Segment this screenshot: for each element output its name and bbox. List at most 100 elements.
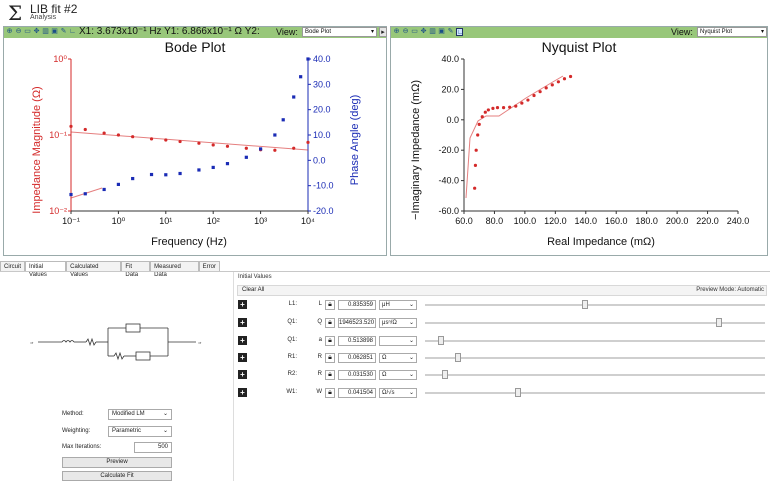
bode-x-label: Frequency (Hz) xyxy=(151,236,227,248)
slider-thumb[interactable] xyxy=(455,353,462,362)
param-value-input[interactable]: 0.041504 xyxy=(338,388,376,398)
param-slider[interactable] xyxy=(425,388,765,397)
x-tick-label: 10⁰ xyxy=(112,216,126,226)
param-value-input[interactable]: 0.031530 xyxy=(338,370,376,380)
param-slider[interactable] xyxy=(425,370,765,379)
phase-point xyxy=(102,187,106,192)
y-right-tick-label: 0.0 xyxy=(313,155,326,165)
method-select[interactable]: Modified LM ⌄ xyxy=(108,409,172,420)
nyquist-point xyxy=(480,115,484,119)
zoom-in-icon[interactable]: ⊕ xyxy=(393,28,400,35)
param-value-input[interactable]: 0.062851 xyxy=(338,353,376,363)
expand-param-button[interactable]: + xyxy=(238,353,247,362)
lock-icon[interactable]: 🔒︎ xyxy=(325,300,335,310)
expand-param-button[interactable]: + xyxy=(238,370,247,379)
x-tick-label: 240.0 xyxy=(727,216,750,226)
nyquist-point xyxy=(477,122,481,126)
magnitude-point xyxy=(149,137,154,141)
slider-thumb[interactable] xyxy=(438,336,445,345)
param-unit-select[interactable]: μsⁿ/Ω ⌄ xyxy=(379,318,417,328)
param-unit-select[interactable]: ⌄ xyxy=(379,336,417,346)
chevron-down-icon: ⌄ xyxy=(408,390,414,396)
param-unit-select[interactable]: Ω ⌄ xyxy=(379,370,417,380)
pan-icon[interactable]: ✥ xyxy=(33,28,40,35)
slider-thumb[interactable] xyxy=(441,370,448,379)
x-tick-label: 220.0 xyxy=(696,216,719,226)
chevron-down-icon: ▾ xyxy=(760,29,764,35)
tab-initial-values[interactable]: Initial Values xyxy=(25,261,67,278)
tab-calculated-values[interactable]: Calculated Values xyxy=(66,261,122,278)
slider-thumb[interactable] xyxy=(581,300,588,309)
export-icon[interactable]: ▣ xyxy=(438,28,445,35)
phase-point xyxy=(281,118,285,122)
param-unit-select[interactable]: Ω ⌄ xyxy=(379,353,417,363)
lock-icon[interactable]: 🔒︎ xyxy=(325,370,335,380)
annotate-icon[interactable]: ✎ xyxy=(60,28,67,35)
y-right-tick-label: 20.0 xyxy=(313,105,331,115)
export-icon[interactable]: ▣ xyxy=(51,28,58,35)
zoom-box-icon[interactable]: ▭ xyxy=(24,28,31,35)
param-slider[interactable] xyxy=(425,353,765,362)
bode-view-select[interactable]: Bode Plot ▾ xyxy=(302,27,377,37)
phase-point xyxy=(306,57,310,61)
lock-icon[interactable]: 🔒︎ xyxy=(325,388,335,398)
pan-icon[interactable]: ✥ xyxy=(420,28,427,35)
expand-param-button[interactable]: + xyxy=(238,318,247,327)
magnitude-point xyxy=(83,127,87,132)
expand-param-button[interactable]: + xyxy=(238,388,247,397)
zoom-box-icon[interactable]: ▭ xyxy=(411,28,418,35)
phase-point xyxy=(69,192,73,197)
chart-icon[interactable]: ▥ xyxy=(42,28,49,35)
param-value-input[interactable]: 0.513898 xyxy=(338,336,376,346)
nyquist-point xyxy=(473,163,478,167)
zoom-in-icon[interactable]: ⊕ xyxy=(6,28,13,35)
lock-icon[interactable]: 🔒︎ xyxy=(325,353,335,363)
param-value-input[interactable]: 1946523.520 xyxy=(338,318,376,328)
tab-circuit[interactable]: Circuit xyxy=(0,261,26,271)
x-tick-label: 60.0 xyxy=(455,216,473,226)
max-iterations-input[interactable]: 500 xyxy=(134,442,172,453)
param-unit-select[interactable]: μH ⌄ xyxy=(379,300,417,310)
param-slider[interactable] xyxy=(425,336,765,345)
param-unit: Ω/√s xyxy=(382,390,395,396)
slider-thumb[interactable] xyxy=(515,388,522,397)
preview-button[interactable]: Preview xyxy=(62,457,172,468)
magnitude-point xyxy=(178,139,182,144)
slider-thumb[interactable] xyxy=(715,318,722,327)
param-value-input[interactable]: 0.835359 xyxy=(338,300,376,310)
zoom-out-icon[interactable]: ⊖ xyxy=(15,28,22,35)
toolbar-overflow-icon[interactable]: ▸ xyxy=(379,27,387,37)
magnitude-fit-line xyxy=(70,131,309,151)
param-name: W1: xyxy=(286,389,297,395)
max-iterations-label: Max Iterations: xyxy=(62,444,102,450)
tab-measured-data[interactable]: Measured Data xyxy=(150,261,199,278)
x-tick-label: 10² xyxy=(207,216,220,226)
nyquist-point xyxy=(556,80,560,84)
weighting-select[interactable]: Parametric ⌄ xyxy=(108,426,172,437)
chevron-down-icon: ▾ xyxy=(370,29,374,35)
param-unit-select[interactable]: Ω/√s ⌄ xyxy=(379,388,417,398)
param-slider[interactable] xyxy=(425,300,765,309)
clear-all-button[interactable]: Clear All xyxy=(237,285,767,296)
tab-error[interactable]: Error xyxy=(198,261,220,271)
axes-icon[interactable]: ∟ xyxy=(456,28,464,36)
nyquist-view-select[interactable]: Nyquist Plot ▾ xyxy=(697,27,767,37)
x-tick-label: 140.0 xyxy=(575,216,598,226)
annotate-icon[interactable]: ✎ xyxy=(447,28,454,35)
expand-param-button[interactable]: + xyxy=(238,336,247,345)
expand-param-button[interactable]: + xyxy=(238,300,247,309)
tab-fit-data[interactable]: Fit Data xyxy=(121,261,151,278)
lock-icon[interactable]: 🔒︎ xyxy=(325,336,335,346)
axes-icon[interactable]: ∟ xyxy=(69,28,76,35)
magnitude-point xyxy=(273,148,277,152)
phase-point xyxy=(178,171,182,176)
param-name: Q1: xyxy=(287,337,297,343)
zoom-out-icon[interactable]: ⊖ xyxy=(402,28,409,35)
nyquist-chart: 60.0 80.0 100.0 120.0 140.0 160.0 180.0 200.0 22… xyxy=(410,54,750,248)
lock-icon[interactable]: 🔒︎ xyxy=(325,318,335,328)
x-tick-label: 120.0 xyxy=(544,216,567,226)
param-slider[interactable] xyxy=(425,318,765,327)
circuit-panel: ⇒ ⇒ Method: Modified LM ⌄ Weighting: Par… xyxy=(0,272,234,481)
param-unit: μH xyxy=(382,302,390,308)
chart-icon[interactable]: ▥ xyxy=(429,28,436,35)
